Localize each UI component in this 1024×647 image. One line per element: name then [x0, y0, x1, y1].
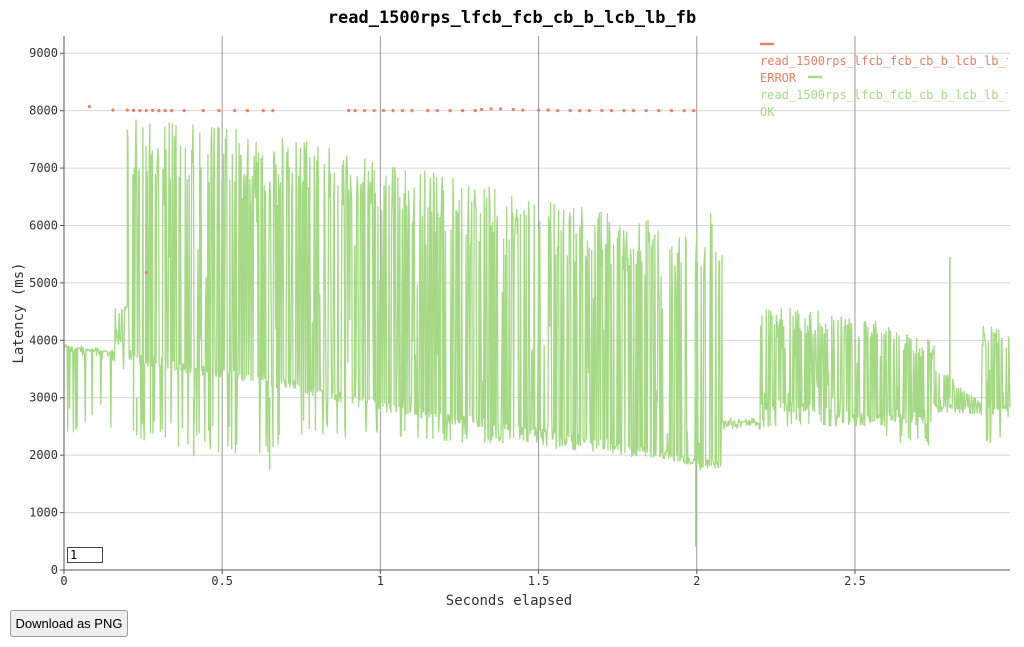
error-point [537, 108, 541, 112]
error-point [233, 109, 237, 113]
ok-series-line [63, 119, 1011, 471]
x-tick-label: 1 [377, 574, 384, 588]
error-point [499, 107, 503, 111]
error-point [480, 107, 484, 112]
y-tick-label: 8000 [29, 104, 58, 118]
error-point [125, 108, 129, 112]
error-point [144, 109, 148, 113]
error-point [546, 108, 550, 112]
legend-item-error[interactable]: read_1500rps_lfcb_fcb_cb_b_lcb_lb_fb ERRO… [760, 54, 1020, 85]
y-tick-label: 0 [51, 563, 58, 577]
error-point [448, 109, 452, 113]
error-point [521, 108, 525, 112]
error-point [622, 109, 626, 113]
download-png-button[interactable]: Download as PNG [10, 610, 128, 637]
error-point [578, 109, 582, 113]
error-point [511, 107, 515, 112]
error-point [382, 109, 386, 113]
y-axis-title: Latency (ms) [11, 262, 27, 363]
error-point [132, 108, 136, 112]
error-point [410, 109, 414, 113]
error-point [556, 109, 560, 113]
legend-label-line: read_1500rps_lfcb_fcb_cb_b_lcb_lb_fb [760, 54, 1020, 68]
y-tick-label: 9000 [29, 46, 58, 60]
error-point [111, 108, 115, 112]
error-point [157, 109, 161, 113]
legend-label-line: read_1500rps_lfcb_fcb_cb_b_lcb_lb_fb [760, 88, 1020, 102]
y-tick-label: 6000 [29, 218, 58, 232]
error-point [138, 109, 142, 113]
error-point [568, 109, 572, 113]
axes: 0 1000 2000 3000 4000 5000 6000 7000 8000 9000 0 0.… [29, 36, 1010, 588]
smoothing-input[interactable] [67, 547, 103, 563]
error-point [87, 105, 91, 109]
error-point [347, 109, 351, 113]
legend-label-line: OK [760, 105, 775, 119]
error-point [657, 109, 661, 113]
error-point [461, 109, 465, 113]
y-tick-label: 7000 [29, 161, 58, 175]
error-point [682, 109, 686, 113]
y-tick-label: 2000 [29, 448, 58, 462]
error-point [245, 109, 250, 113]
y-tick-label: 4000 [29, 333, 58, 347]
y-tick-label: 1000 [29, 506, 58, 520]
error-point [372, 109, 376, 113]
x-tick-label: 0 [60, 574, 67, 588]
error-point [201, 109, 205, 113]
x-tick-label: 2 [693, 574, 700, 588]
error-point [261, 109, 265, 113]
error-point [609, 109, 614, 113]
error-point [363, 109, 367, 113]
error-point [587, 109, 591, 113]
legend-label-line: ERROR [760, 71, 797, 85]
y-tick-label: 5000 [29, 276, 58, 290]
error-point [669, 109, 674, 113]
error-point [170, 109, 174, 113]
x-tick-label: 1.5 [528, 574, 550, 588]
error-point [217, 109, 221, 113]
error-point [426, 109, 430, 113]
legend-item-ok[interactable]: read_1500rps_lfcb_fcb_cb_b_lcb_lb_fb OK [760, 88, 1020, 119]
error-point [631, 109, 636, 113]
y-tick-label: 3000 [29, 391, 58, 405]
plot-area [63, 105, 1011, 548]
x-axis-title: Seconds elapsed [446, 593, 572, 609]
error-point [435, 109, 439, 113]
error-point [182, 109, 186, 113]
error-point [144, 271, 148, 275]
error-point [271, 109, 275, 113]
legend[interactable]: read_1500rps_lfcb_fcb_cb_b_lcb_lb_fb ERRO… [760, 42, 1020, 119]
x-tick-label: 0.5 [211, 574, 233, 588]
error-point [163, 109, 167, 113]
error-point [400, 109, 405, 113]
error-point [473, 109, 477, 113]
error-point [600, 109, 604, 113]
chart-title: read_1500rps_lfcb_fcb_cb_b_lcb_lb_fb [327, 8, 697, 28]
error-point [151, 108, 155, 112]
error-point [644, 109, 648, 113]
error-point [391, 109, 395, 113]
error-point [692, 109, 696, 113]
error-point [353, 109, 357, 113]
x-tick-label: 2.5 [844, 574, 866, 588]
error-point [489, 107, 493, 111]
